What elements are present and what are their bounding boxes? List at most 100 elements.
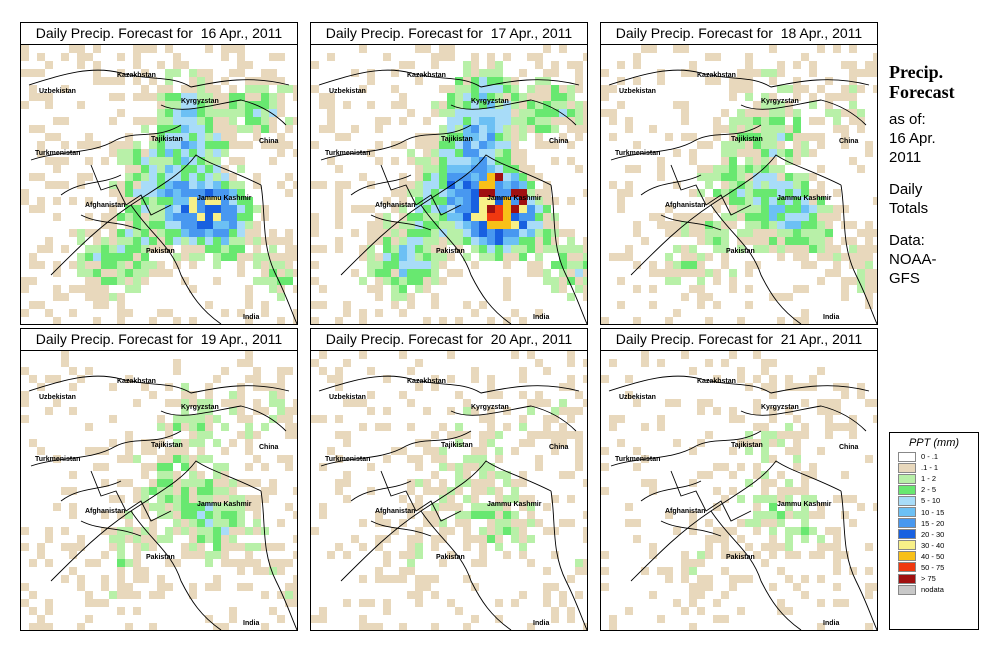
precip-cell: [165, 503, 173, 511]
precip-cell: [415, 591, 423, 599]
precip-cell: [133, 117, 141, 125]
precip-cell: [471, 133, 479, 141]
precip-cell: [609, 109, 617, 117]
precip-cell: [873, 85, 877, 93]
precip-cell: [511, 149, 519, 157]
precip-cell: [527, 125, 535, 133]
precip-cell: [29, 301, 37, 309]
precip-cell: [801, 535, 809, 543]
precip-cell: [327, 53, 335, 61]
precip-cell: [753, 133, 761, 141]
legend-item: 50 - 75: [898, 562, 978, 573]
precip-cell: [601, 447, 609, 455]
precip-cell: [311, 317, 319, 324]
precip-cell: [617, 197, 625, 205]
border-line: [420, 204, 512, 324]
precip-cell: [809, 527, 817, 535]
precip-cell: [849, 245, 857, 253]
precip-cell: [197, 157, 205, 165]
precip-cell: [753, 213, 761, 221]
precip-cell: [237, 229, 245, 237]
precip-cell: [173, 69, 181, 77]
precip-cell: [753, 551, 761, 559]
precip-cell: [439, 527, 447, 535]
precip-cell: [205, 535, 213, 543]
precip-cell: [809, 61, 817, 69]
precip-cell: [737, 109, 745, 117]
precip-cell: [335, 181, 343, 189]
precip-cell: [447, 189, 455, 197]
precip-cell: [841, 141, 849, 149]
precip-cell: [431, 173, 439, 181]
precip-cell: [705, 253, 713, 261]
precip-cell: [415, 197, 423, 205]
precip-cell: [503, 253, 511, 261]
precip-cell: [689, 479, 697, 487]
precip-cell: [649, 479, 657, 487]
precip-cell: [181, 423, 189, 431]
precip-cell: [575, 109, 583, 117]
precip-cell: [237, 157, 245, 165]
precip-cell: [359, 173, 367, 181]
precip-cell: [181, 495, 189, 503]
precip-cell: [431, 447, 439, 455]
precip-cell: [399, 61, 407, 69]
precip-cell: [793, 85, 801, 93]
precip-cell: [559, 93, 567, 101]
precip-cell: [261, 463, 269, 471]
border-line: [608, 69, 870, 88]
precip-cell: [439, 455, 447, 463]
precip-cell: [753, 181, 761, 189]
precip-cell: [567, 237, 575, 245]
precip-cell: [463, 213, 471, 221]
precip-cell: [125, 535, 133, 543]
precip-cell: [367, 599, 375, 607]
border-line: [130, 510, 222, 630]
precip-cell: [77, 237, 85, 245]
precip-cell: [713, 165, 721, 173]
precip-cell: [825, 205, 833, 213]
precip-cell: [479, 213, 487, 221]
precip-cell: [793, 511, 801, 519]
precip-cell: [769, 157, 777, 165]
precip-cell: [69, 503, 77, 511]
precip-cell: [833, 543, 841, 551]
precip-cell: [213, 253, 221, 261]
precip-cell: [625, 181, 633, 189]
map-label-kazakhstan: Kazakhstan: [697, 378, 736, 385]
precip-cell: [801, 189, 809, 197]
precip-cell: [149, 447, 157, 455]
precip-cell: [213, 503, 221, 511]
precip-cell: [527, 229, 535, 237]
precip-cell: [229, 495, 237, 503]
precip-cell: [293, 309, 297, 317]
precip-cell: [181, 463, 189, 471]
precip-cell: [745, 61, 753, 69]
precip-cell: [149, 189, 157, 197]
precip-cell: [455, 173, 463, 181]
precip-cell: [327, 551, 335, 559]
precip-cell: [407, 261, 415, 269]
precip-cell: [801, 575, 809, 583]
precip-cell: [93, 293, 101, 301]
precip-cell: [503, 285, 511, 293]
precip-cell: [407, 245, 415, 253]
precip-cell: [455, 317, 463, 324]
precip-cell: [495, 253, 503, 261]
precip-cell: [495, 615, 503, 623]
precip-cell: [487, 109, 495, 117]
precip-cell: [609, 253, 617, 261]
precip-cell: [625, 165, 633, 173]
precip-cell: [181, 543, 189, 551]
precip-cell: [769, 293, 777, 301]
precip-cell: [849, 277, 857, 285]
precip-cell: [69, 261, 77, 269]
precip-cell: [583, 559, 587, 567]
precip-cell: [865, 237, 873, 245]
precip-cell: [109, 237, 117, 245]
precip-cell: [511, 213, 519, 221]
precip-cell: [689, 519, 697, 527]
precip-cell: [285, 125, 293, 133]
precip-cell: [697, 165, 705, 173]
precip-cell: [253, 77, 261, 85]
